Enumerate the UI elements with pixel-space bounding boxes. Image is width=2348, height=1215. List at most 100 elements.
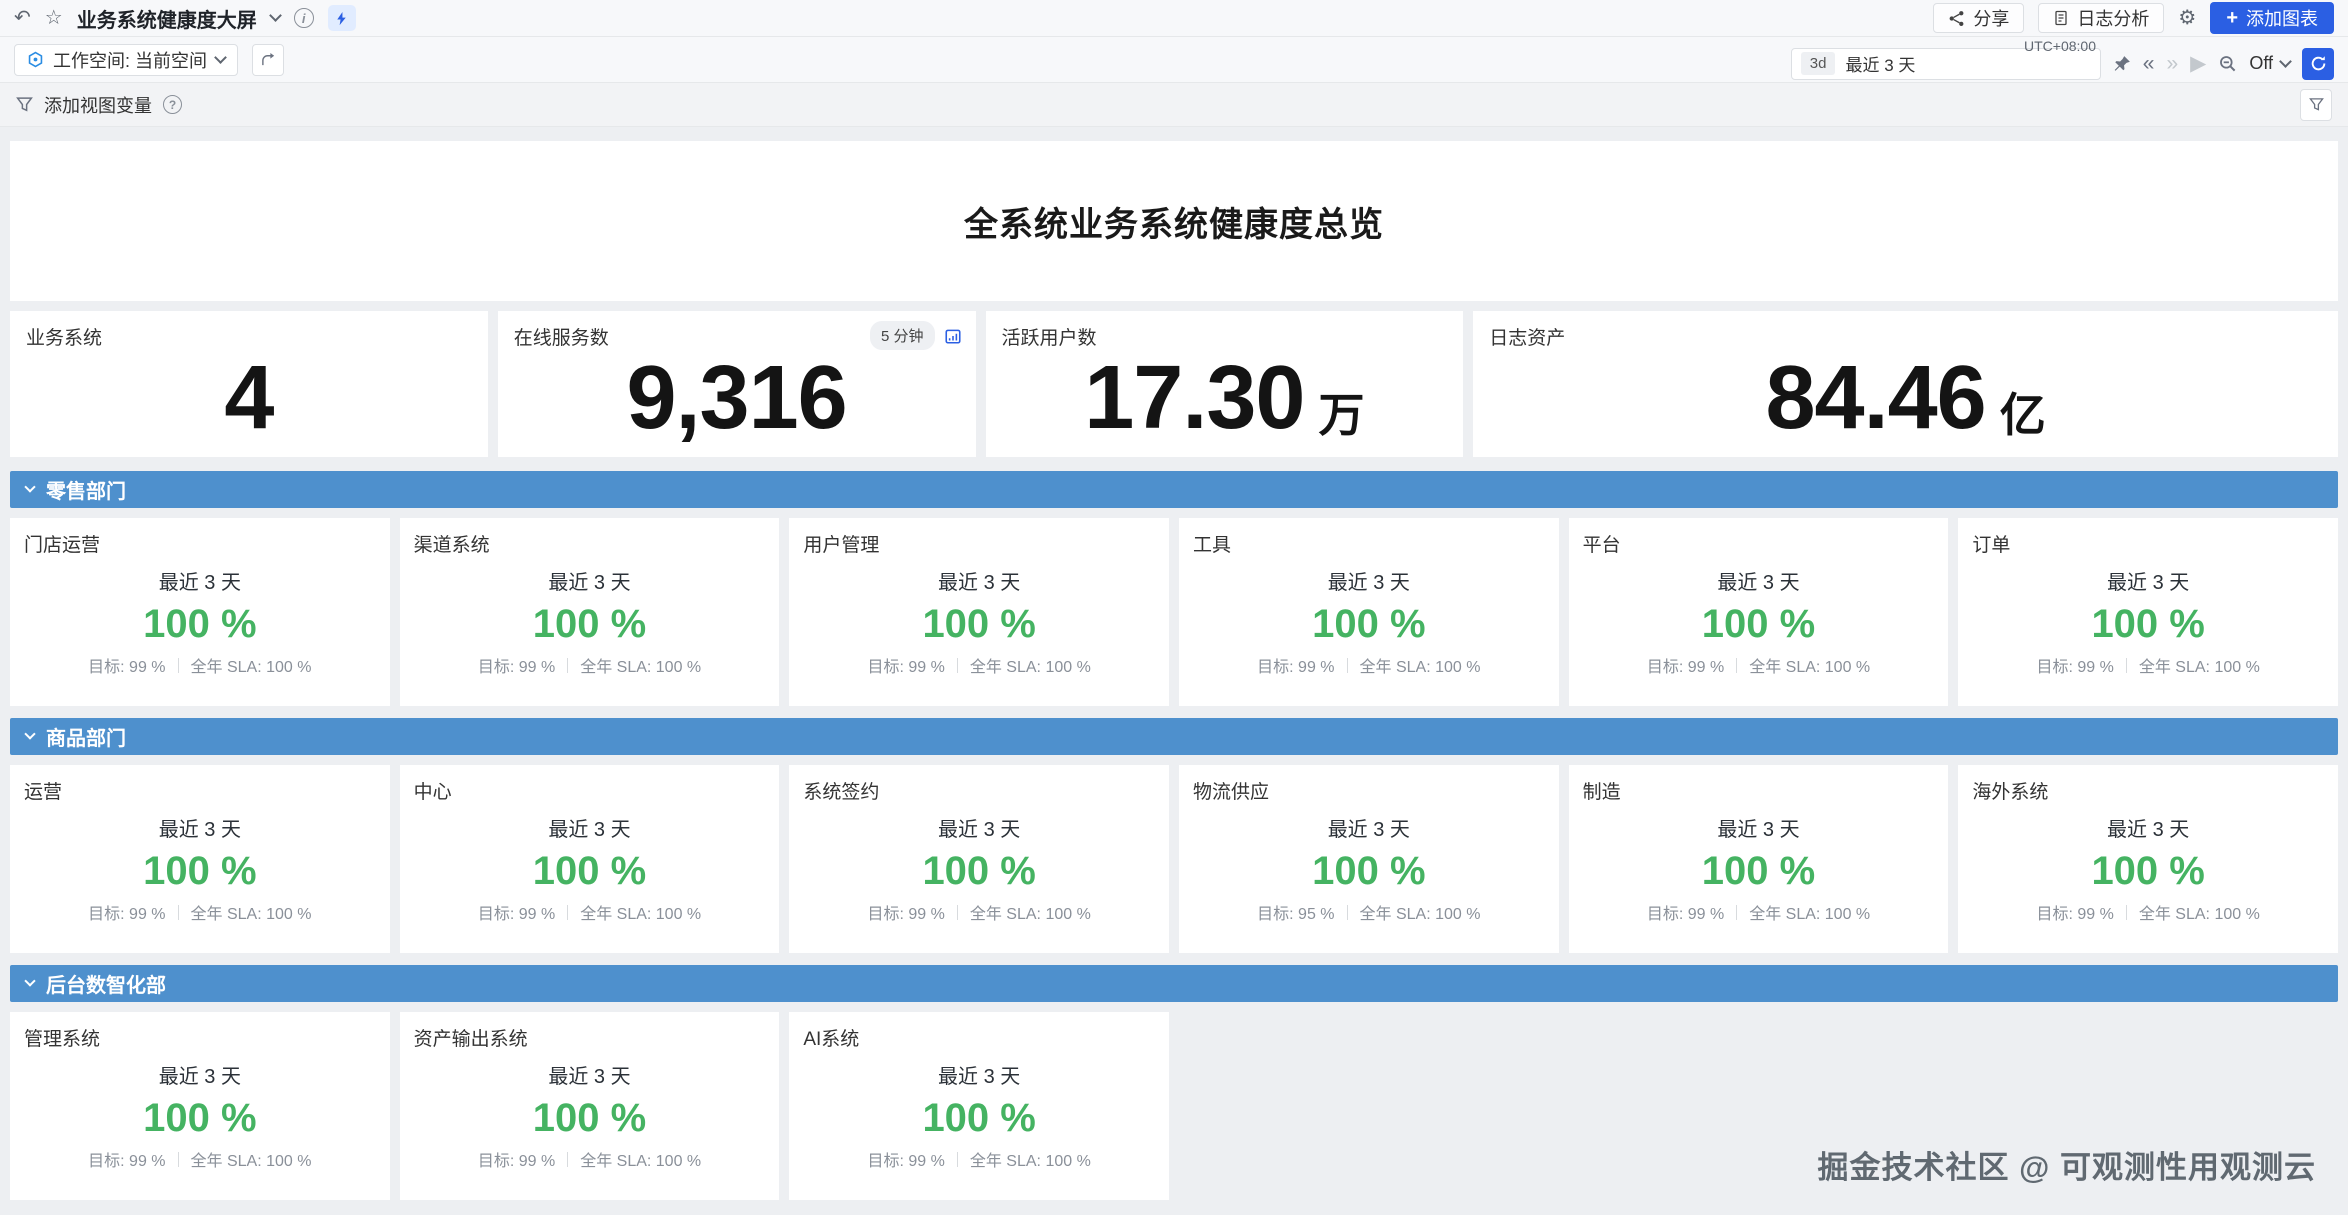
health-value: 100 % bbox=[532, 602, 647, 646]
add-chart-button[interactable]: + 添加图表 bbox=[2210, 2, 2334, 34]
period-label: 最近 3 天 bbox=[1717, 572, 1800, 594]
workspace-selector[interactable]: 工作空间: 当前空间 bbox=[14, 43, 239, 76]
period-label: 最近 3 天 bbox=[2107, 572, 2190, 594]
system-card[interactable]: 制造 最近 3 天 100 % 目标: 99 % 全年 SLA: 100 % bbox=[1568, 765, 1949, 953]
quick-action-chip[interactable] bbox=[327, 5, 356, 31]
sla-label: 全年 SLA: 100 % bbox=[1749, 906, 1871, 923]
refresh-icon bbox=[2311, 56, 2325, 71]
system-card-title: 订单 bbox=[1972, 535, 2011, 556]
card-meta: 目标: 99 % 全年 SLA: 100 % bbox=[1647, 653, 1870, 677]
period-label: 最近 3 天 bbox=[548, 572, 631, 594]
system-card-title: 门店运营 bbox=[24, 535, 101, 556]
system-card[interactable]: AI系统 最近 3 天 100 % 目标: 99 % 全年 SLA: 100 % bbox=[789, 1012, 1169, 1200]
toolbar-right: 3d 最近 3 天 « » ▶ Off bbox=[1790, 47, 2334, 80]
timezone-label: UTC+08:00 bbox=[2024, 38, 2096, 54]
sla-label: 全年 SLA: 100 % bbox=[190, 1153, 312, 1170]
section-title: 商品部门 bbox=[46, 728, 126, 750]
time-range-label: 最近 3 天 bbox=[1845, 56, 1916, 75]
stat-unit: 亿 bbox=[1999, 388, 2046, 441]
workspace-action-button[interactable] bbox=[252, 43, 285, 76]
system-card[interactable]: 门店运营 最近 3 天 100 % 目标: 99 % 全年 SLA: 100 % bbox=[10, 518, 390, 706]
chevron-down-icon[interactable] bbox=[268, 9, 282, 22]
stat-center: 4 bbox=[26, 350, 472, 445]
zoom-out-icon[interactable] bbox=[2218, 54, 2237, 73]
system-card[interactable]: 用户管理 最近 3 天 100 % 目标: 99 % 全年 SLA: 100 % bbox=[789, 518, 1169, 706]
stat-card-active-users[interactable]: 活跃用户数 17.30 万 bbox=[985, 311, 1464, 457]
period-label: 最近 3 天 bbox=[1717, 819, 1800, 841]
system-card[interactable]: 管理系统 最近 3 天 100 % 目标: 99 % 全年 SLA: 100 % bbox=[10, 1012, 390, 1200]
target-label: 目标: 99 % bbox=[867, 659, 945, 676]
section-header-retail[interactable]: 零售部门 bbox=[10, 471, 2338, 508]
target-label: 目标: 99 % bbox=[867, 1153, 945, 1170]
log-analysis-button[interactable]: 日志分析 bbox=[2038, 3, 2165, 33]
skip-back-icon[interactable]: « bbox=[2142, 52, 2155, 75]
stat-card-log-assets[interactable]: 日志资产 84.46 亿 bbox=[1473, 311, 2338, 457]
stat-unit: 万 bbox=[1318, 388, 1365, 441]
divider bbox=[956, 904, 958, 920]
sla-label: 全年 SLA: 100 % bbox=[190, 659, 312, 676]
system-card-body: 最近 3 天 100 % 目标: 99 % 全年 SLA: 100 % bbox=[414, 1043, 766, 1188]
share-button[interactable]: 分享 bbox=[1933, 3, 2025, 33]
system-card[interactable]: 平台 最近 3 天 100 % 目标: 99 % 全年 SLA: 100 % bbox=[1568, 518, 1949, 706]
stat-card-online-services[interactable]: 在线服务数 5 分钟 9,316 bbox=[497, 311, 976, 457]
system-card-body: 最近 3 天 100 % 目标: 99 % 全年 SLA: 100 % bbox=[1972, 549, 2324, 694]
gear-icon[interactable]: ⚙ bbox=[2178, 7, 2197, 29]
system-card[interactable]: 运营 最近 3 天 100 % 目标: 99 % 全年 SLA: 100 % bbox=[10, 765, 390, 953]
stat-value: 4 bbox=[224, 347, 274, 448]
back-icon[interactable]: ↶ bbox=[14, 7, 31, 29]
sla-label: 全年 SLA: 100 % bbox=[190, 906, 312, 923]
time-range-picker[interactable]: 3d 最近 3 天 bbox=[1790, 47, 2101, 80]
period-label: 最近 3 天 bbox=[1327, 819, 1410, 841]
sla-label: 全年 SLA: 100 % bbox=[1359, 906, 1481, 923]
sla-label: 全年 SLA: 100 % bbox=[969, 659, 1091, 676]
auto-refresh-select[interactable]: Off bbox=[2249, 53, 2292, 74]
card-meta: 目标: 99 % 全年 SLA: 100 % bbox=[867, 900, 1091, 924]
system-card[interactable]: 物流供应 最近 3 天 100 % 目标: 95 % 全年 SLA: 100 % bbox=[1178, 765, 1559, 953]
period-label: 最近 3 天 bbox=[938, 572, 1021, 594]
info-icon[interactable]: i bbox=[293, 8, 314, 28]
refresh-button[interactable] bbox=[2302, 47, 2334, 80]
card-meta: 目标: 99 % 全年 SLA: 100 % bbox=[2036, 900, 2260, 924]
stat-center: 17.30 万 bbox=[1002, 350, 1448, 445]
divider bbox=[956, 657, 958, 673]
health-value: 100 % bbox=[1701, 602, 1816, 646]
help-icon[interactable]: ? bbox=[163, 95, 182, 114]
sla-label: 全年 SLA: 100 % bbox=[969, 1153, 1091, 1170]
system-card[interactable]: 海外系统 最近 3 天 100 % 目标: 99 % 全年 SLA: 100 % bbox=[1958, 765, 2338, 953]
system-card[interactable]: 订单 最近 3 天 100 % 目标: 99 % 全年 SLA: 100 % bbox=[1958, 518, 2338, 706]
sla-label: 全年 SLA: 100 % bbox=[580, 659, 702, 676]
sla-label: 全年 SLA: 100 % bbox=[1359, 659, 1481, 676]
sla-label: 全年 SLA: 100 % bbox=[580, 906, 702, 923]
filter-toggle-button[interactable] bbox=[2300, 88, 2332, 121]
system-card-title: 制造 bbox=[1582, 782, 1621, 803]
stat-card-business-systems[interactable]: 业务系统 4 bbox=[10, 311, 488, 457]
auto-refresh-label: Off bbox=[2249, 53, 2273, 73]
system-card[interactable]: 资产输出系统 最近 3 天 100 % 目标: 99 % 全年 SLA: 100… bbox=[399, 1012, 780, 1200]
health-value: 100 % bbox=[1312, 602, 1426, 646]
card-meta: 目标: 99 % 全年 SLA: 100 % bbox=[88, 653, 311, 677]
dashboard-title[interactable]: 业务系统健康度大屏 bbox=[76, 9, 257, 32]
system-card[interactable]: 中心 最近 3 天 100 % 目标: 99 % 全年 SLA: 100 % bbox=[399, 765, 780, 953]
system-card[interactable]: 工具 最近 3 天 100 % 目标: 99 % 全年 SLA: 100 % bbox=[1178, 518, 1559, 706]
play-icon[interactable]: ▶ bbox=[2190, 52, 2207, 75]
pin-icon[interactable] bbox=[2113, 55, 2131, 73]
period-label: 最近 3 天 bbox=[938, 1066, 1021, 1088]
skip-forward-icon[interactable]: » bbox=[2166, 52, 2179, 75]
star-icon[interactable]: ☆ bbox=[44, 7, 63, 29]
stat-center: 9,316 bbox=[514, 350, 960, 445]
chart-calendar-icon[interactable] bbox=[944, 327, 962, 345]
section-cards-backend: 管理系统 最近 3 天 100 % 目标: 99 % 全年 SLA: 100 %… bbox=[10, 1012, 2338, 1200]
add-view-variable[interactable]: 添加视图变量 bbox=[44, 95, 152, 116]
health-value: 100 % bbox=[2091, 849, 2205, 893]
workspace-label: 工作空间: 当前空间 bbox=[53, 50, 208, 71]
target-label: 目标: 99 % bbox=[477, 659, 556, 676]
top-bar-right: 分享 日志分析 ⚙ + 添加图表 bbox=[1933, 2, 2334, 34]
system-card[interactable]: 系统签约 最近 3 天 100 % 目标: 99 % 全年 SLA: 100 % bbox=[789, 765, 1169, 953]
section-header-backend[interactable]: 后台数智化部 bbox=[10, 965, 2338, 1002]
section-header-product[interactable]: 商品部门 bbox=[10, 718, 2338, 755]
card-meta: 目标: 99 % 全年 SLA: 100 % bbox=[867, 653, 1091, 677]
system-card-body: 最近 3 天 100 % 目标: 99 % 全年 SLA: 100 % bbox=[1193, 549, 1545, 694]
stat-value: 9,316 bbox=[626, 347, 848, 448]
plus-icon: + bbox=[2226, 7, 2238, 29]
system-card[interactable]: 渠道系统 最近 3 天 100 % 目标: 99 % 全年 SLA: 100 % bbox=[399, 518, 780, 706]
